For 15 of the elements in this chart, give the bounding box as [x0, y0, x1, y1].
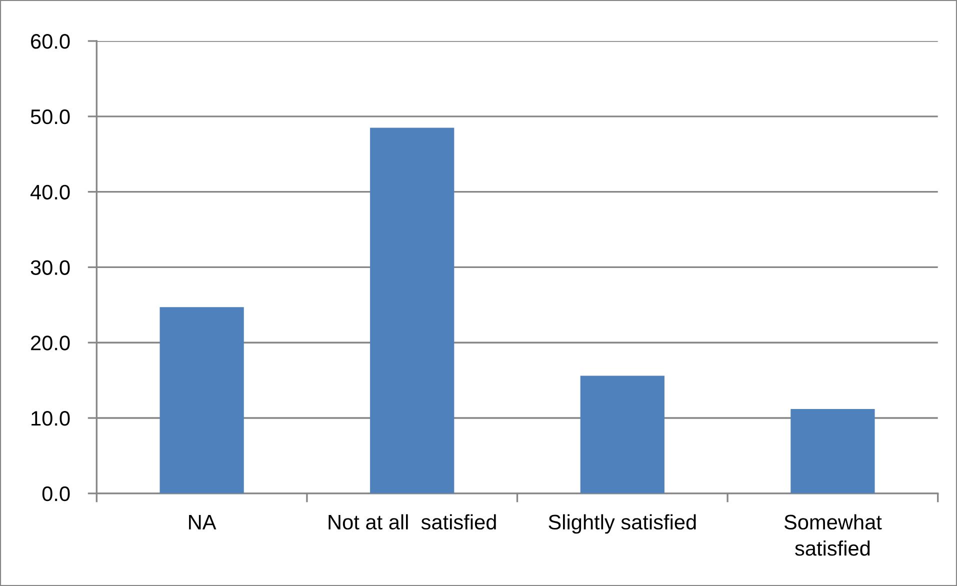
y-tick-label: 10.0	[32, 411, 70, 426]
y-tick-label: 40.0	[30, 184, 70, 200]
bar	[160, 307, 244, 494]
y-tick-label: 30.0	[30, 260, 70, 275]
x-tick-label: NA	[189, 515, 216, 530]
y-tick-label: 60.0	[31, 34, 70, 49]
bar	[580, 376, 664, 494]
x-tick-label: Somewhat satisfied	[784, 514, 882, 556]
bar	[370, 128, 454, 494]
bar	[790, 408, 875, 494]
x-tick-label: Slightly satisfied	[548, 514, 696, 534]
y-tick-label: 50.0	[30, 109, 70, 124]
y-tick-label: 0.0	[42, 486, 70, 502]
y-tick-label: 20.0	[31, 336, 70, 350]
x-tick-label: Not at all satisfied	[328, 514, 496, 530]
